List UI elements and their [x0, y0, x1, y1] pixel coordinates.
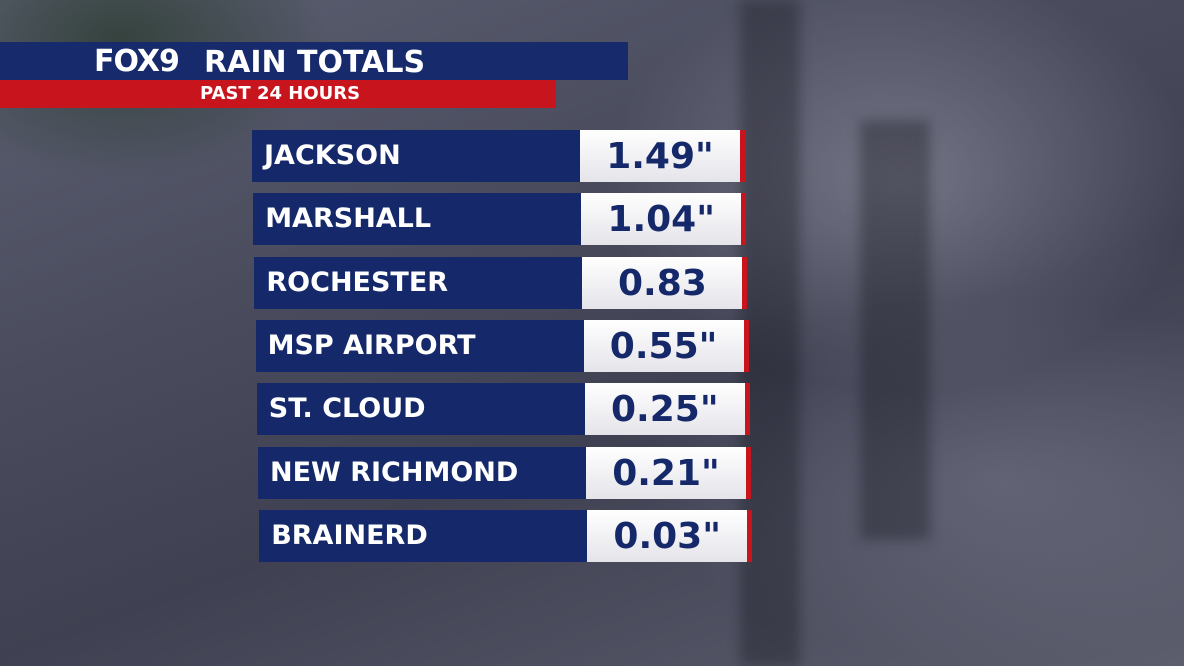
- background-shadow: [860, 120, 930, 540]
- location: MARSHALL: [253, 193, 582, 246]
- rain-total: 0.25": [584, 383, 750, 436]
- rain-total: 0.83: [582, 256, 748, 309]
- rain-total: 0.03": [587, 509, 753, 562]
- header-bar: [0, 42, 628, 80]
- rain-total: 1.49": [580, 130, 745, 182]
- location: ROCHESTER: [254, 256, 583, 309]
- location: ST. CLOUD: [256, 383, 585, 436]
- background-shadow: [740, 0, 800, 666]
- logo: FOX9: [94, 44, 180, 79]
- header-subbar: [0, 80, 556, 108]
- location: BRAINERD: [259, 509, 588, 562]
- rain-total: 0.21": [586, 446, 751, 499]
- rain-total: 0.55": [583, 319, 749, 372]
- title: RAIN TOTALS: [204, 45, 426, 80]
- location: MSP AIRPORT: [255, 319, 584, 372]
- subtitle: PAST 24 HOURS: [200, 83, 361, 104]
- location: NEW RICHMOND: [258, 446, 586, 499]
- rain-total: 1.04": [581, 193, 747, 246]
- location: JACKSON: [252, 130, 580, 182]
